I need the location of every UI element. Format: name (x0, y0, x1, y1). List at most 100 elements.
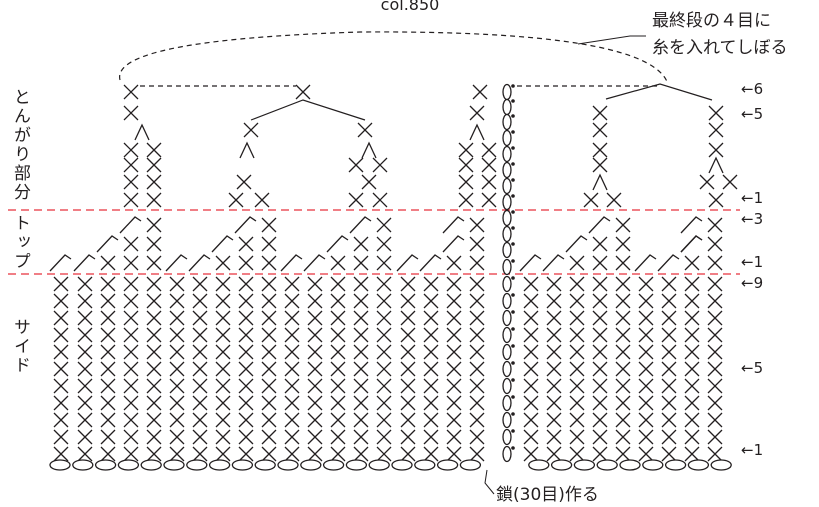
sc-stitch-icon (261, 446, 277, 462)
sc-stitch-icon (546, 412, 562, 428)
sc-stitch-icon (215, 344, 231, 360)
sc-stitch-icon (284, 395, 300, 411)
sc-stitch-icon (481, 174, 497, 190)
sc-stitch-icon (569, 412, 585, 428)
sc-stitch-icon (523, 378, 539, 394)
sc-stitch-icon (100, 276, 116, 292)
sc-stitch-icon (284, 378, 300, 394)
sc-stitch-icon (592, 293, 608, 309)
sc-stitch-icon (330, 293, 346, 309)
sc-stitch-icon (699, 174, 715, 190)
sc-stitch-icon (592, 344, 608, 360)
slip-stitch-icon (511, 378, 515, 382)
sc-stitch-icon (100, 344, 116, 360)
sc-stitch-icon (638, 344, 654, 360)
slip-stitch-icon (511, 178, 515, 182)
sc-stitch-icon (307, 378, 323, 394)
sc-stitch-icon (400, 395, 416, 411)
sc-stitch-icon (707, 293, 723, 309)
sc-stitch-icon (592, 310, 608, 326)
slip-stitch-icon (511, 276, 515, 280)
sc-stitch-icon (469, 378, 485, 394)
chain-stitch-icon (502, 241, 512, 259)
slip-stitch-icon (511, 162, 515, 166)
sc-stitch-icon (546, 378, 562, 394)
sc-stitch-icon (661, 276, 677, 292)
increase-slant-icon (49, 254, 72, 272)
sc-stitch-icon (638, 429, 654, 445)
sc-stitch-icon (569, 276, 585, 292)
increase-slant-icon (565, 235, 588, 253)
sc-stitch-icon (123, 236, 139, 252)
sc-stitch-icon (53, 429, 69, 445)
sc-decrease-icon (469, 123, 485, 141)
sc-stitch-icon (77, 276, 93, 292)
sc-stitch-icon (707, 429, 723, 445)
sc-stitch-icon (238, 255, 254, 271)
sc-stitch-icon (123, 157, 139, 173)
chain-stitch-icon (502, 98, 512, 116)
sc-stitch-icon (569, 293, 585, 309)
sc-stitch-icon (330, 395, 346, 411)
sc-stitch-icon (661, 310, 677, 326)
sc-stitch-icon (423, 412, 439, 428)
slip-stitch-icon (511, 130, 515, 134)
sc-stitch-icon (123, 310, 139, 326)
sc-stitch-icon (469, 105, 485, 121)
chain-stitch-icon (49, 459, 71, 471)
sc-stitch-icon (238, 236, 254, 252)
chain-stitch-icon (596, 459, 618, 471)
increase-slant-icon (303, 254, 326, 272)
sc-stitch-icon (238, 378, 254, 394)
sc-stitch-icon (376, 276, 392, 292)
sc-stitch-icon (376, 293, 392, 309)
sc-stitch-icon (423, 429, 439, 445)
sc-stitch-icon (192, 310, 208, 326)
sc-stitch-icon (400, 327, 416, 343)
sc-stitch-icon (615, 276, 631, 292)
sc-stitch-icon (284, 293, 300, 309)
chain-stitch-icon (72, 459, 94, 471)
sc-stitch-icon (261, 429, 277, 445)
sc-stitch-icon (546, 395, 562, 411)
sc-stitch-icon (661, 395, 677, 411)
slip-stitch-icon (511, 344, 515, 348)
sc-stitch-icon (376, 429, 392, 445)
sc-stitch-icon (707, 412, 723, 428)
slip-stitch-icon (511, 242, 515, 246)
sc-stitch-icon (615, 344, 631, 360)
sc-stitch-icon (123, 105, 139, 121)
chain-stitch-icon (502, 360, 512, 378)
sc-stitch-icon (569, 361, 585, 377)
sc-stitch-icon (169, 412, 185, 428)
sc-stitch-icon (192, 446, 208, 462)
sc-stitch-icon (100, 378, 116, 394)
sc-stitch-icon (661, 344, 677, 360)
sc-stitch-icon (53, 412, 69, 428)
sc-stitch-icon (123, 84, 139, 100)
sc-stitch-icon (353, 293, 369, 309)
increase-slant-icon (442, 216, 465, 234)
sc-stitch-icon (146, 255, 162, 271)
sc-stitch-icon (100, 310, 116, 326)
sc-stitch-icon (458, 157, 474, 173)
sc-stitch-icon (615, 236, 631, 252)
chain-stitch-icon (502, 326, 512, 344)
chain-stitch-icon (502, 309, 512, 327)
chain-stitch-icon (687, 459, 710, 471)
sc-stitch-icon (307, 327, 323, 343)
chain-stitch-icon (502, 177, 512, 195)
slip-stitch-icon (511, 226, 515, 230)
sc-stitch-icon (100, 429, 116, 445)
sc-stitch-icon (638, 412, 654, 428)
sc-stitch-icon (100, 255, 116, 271)
sc-stitch-icon (684, 344, 700, 360)
sc-stitch-icon (261, 412, 277, 428)
sc-decrease-icon (592, 173, 608, 191)
sc-decrease-icon (239, 141, 255, 159)
sc-stitch-icon (469, 395, 485, 411)
sc-stitch-icon (53, 395, 69, 411)
sc-stitch-icon (638, 378, 654, 394)
sc-stitch-icon (546, 293, 562, 309)
